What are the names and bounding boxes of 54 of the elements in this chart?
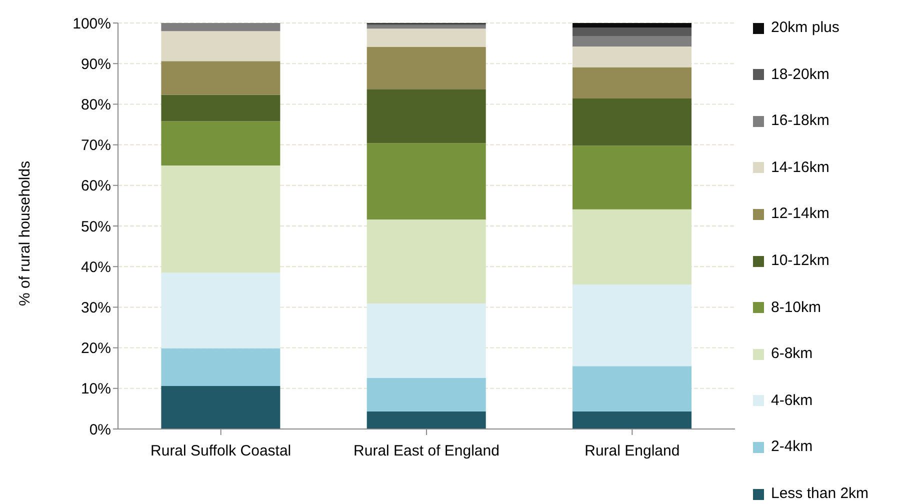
x-tick-label: Rural East of England <box>354 442 500 460</box>
bar <box>161 386 280 429</box>
y-tick-label: 90% <box>80 56 111 73</box>
bar <box>161 23 280 32</box>
bar <box>572 284 692 366</box>
x-tick-label: Rural England <box>584 442 680 460</box>
legend-label: 16-18km <box>771 112 830 130</box>
legend-label: 14-16km <box>771 158 830 177</box>
x-tick-label: Rural Suffolk Coastal <box>150 442 292 460</box>
y-tick-label: 100% <box>72 15 111 32</box>
y-tick-label: 80% <box>80 96 111 114</box>
bar <box>572 412 692 429</box>
bar <box>572 67 692 99</box>
y-tick-label: 0% <box>89 421 111 438</box>
bar <box>572 366 692 412</box>
bar <box>572 146 692 210</box>
bar <box>572 36 692 47</box>
bar <box>161 94 280 122</box>
bar <box>161 61 280 95</box>
legend-label: 18-20km <box>771 66 830 84</box>
bar <box>366 89 486 144</box>
bar <box>161 348 280 386</box>
bar <box>161 166 280 273</box>
y-tick-label: 10% <box>80 380 111 398</box>
legend-label: 6-8km <box>771 345 813 364</box>
bar <box>572 98 692 146</box>
bar <box>161 31 280 62</box>
y-tick-label: 60% <box>80 178 111 195</box>
bar <box>572 27 692 36</box>
y-tick-label: 20% <box>80 340 111 358</box>
bar <box>161 121 280 166</box>
y-axis-title: % of rural households <box>16 160 34 306</box>
legend-label: 12-14km <box>771 205 830 224</box>
legend-label: 8-10km <box>771 298 822 317</box>
bar <box>572 209 692 284</box>
bar <box>366 220 486 304</box>
legend-label: 4-6km <box>771 392 813 410</box>
bar <box>366 46 486 90</box>
bar <box>366 304 486 378</box>
y-tick-label: 40% <box>80 258 111 276</box>
bar <box>366 28 486 47</box>
bar <box>366 143 486 220</box>
bar <box>572 23 692 28</box>
legend-label: 20km plus <box>771 19 840 37</box>
bar <box>366 378 486 412</box>
y-tick-label: 70% <box>80 137 111 154</box>
bar <box>366 412 486 429</box>
y-tick-label: 50% <box>80 218 111 236</box>
legend-label: 10-12km <box>771 252 830 270</box>
legend-label: Less than 2km <box>771 485 869 503</box>
bar <box>366 25 486 29</box>
legend-label: 2-4km <box>771 438 813 456</box>
y-tick-label: 30% <box>80 300 111 317</box>
bar <box>161 272 280 348</box>
